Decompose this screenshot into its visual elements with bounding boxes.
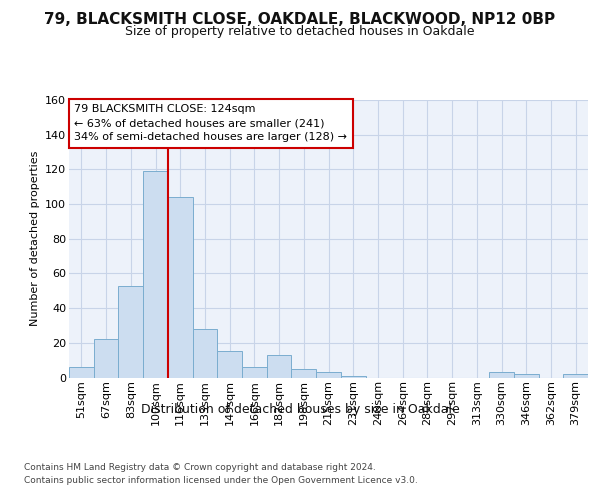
Bar xyxy=(118,286,143,378)
Bar xyxy=(69,367,94,378)
Text: 79 BLACKSMITH CLOSE: 124sqm
← 63% of detached houses are smaller (241)
34% of se: 79 BLACKSMITH CLOSE: 124sqm ← 63% of det… xyxy=(74,104,347,142)
Bar xyxy=(168,197,193,378)
Bar xyxy=(94,340,118,378)
Bar xyxy=(341,376,365,378)
Bar xyxy=(292,369,316,378)
Bar xyxy=(489,372,514,378)
Text: Size of property relative to detached houses in Oakdale: Size of property relative to detached ho… xyxy=(125,25,475,38)
Bar xyxy=(242,367,267,378)
Bar xyxy=(143,171,168,378)
Bar xyxy=(514,374,539,378)
Bar xyxy=(193,329,217,378)
Text: Contains HM Land Registry data © Crown copyright and database right 2024.: Contains HM Land Registry data © Crown c… xyxy=(24,462,376,471)
Bar xyxy=(316,372,341,378)
Text: Distribution of detached houses by size in Oakdale: Distribution of detached houses by size … xyxy=(140,402,460,415)
Bar xyxy=(217,352,242,378)
Bar xyxy=(267,355,292,378)
Text: 79, BLACKSMITH CLOSE, OAKDALE, BLACKWOOD, NP12 0BP: 79, BLACKSMITH CLOSE, OAKDALE, BLACKWOOD… xyxy=(44,12,556,28)
Y-axis label: Number of detached properties: Number of detached properties xyxy=(29,151,40,326)
Text: Contains public sector information licensed under the Open Government Licence v3: Contains public sector information licen… xyxy=(24,476,418,485)
Bar xyxy=(563,374,588,378)
